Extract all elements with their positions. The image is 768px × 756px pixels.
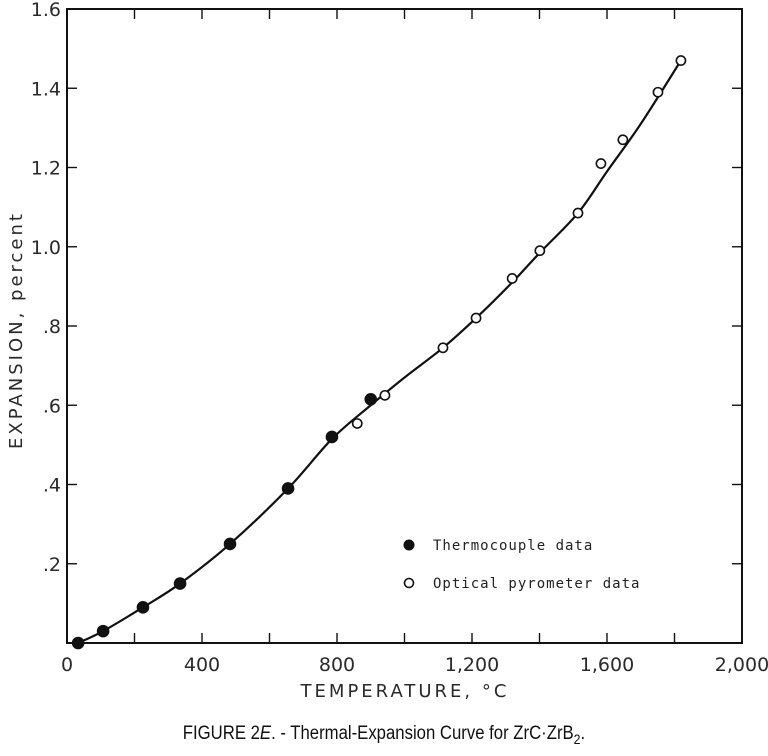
y-tick-label: .2 [43,554,61,576]
y-tick-label: 1.2 [31,158,61,180]
x-tick-label: 800 [319,654,355,676]
y-axis-title: EXPANSION, percent [6,211,27,449]
thermal-expansion-chart: 0 400 800 1,200 1,600 2,000 .2 .4 .6 .8 1.0 1.2 1.4 1… [6,0,768,702]
legend-filled-circle-icon [403,539,415,551]
legend-pyrometer-label: Optical pyrometer data [433,576,640,592]
y-tick-label: 1.4 [31,78,61,100]
caption-prefix: FIGURE 2 [182,723,260,744]
axis-ticks [67,9,742,643]
x-tick-label: 0 [61,654,73,676]
pyrometer-point [379,389,391,401]
x-tick-label: 400 [184,654,220,676]
pyrometer-point [675,55,687,66]
pyrometer-point [470,312,482,324]
y-tick-label: .8 [43,316,61,338]
pyrometer-point [506,273,518,284]
thermocouple-point [136,601,150,614]
pyrometer-point [652,86,664,98]
y-tick-label: 1.0 [31,237,61,259]
legend-thermocouple-label: Thermocouple data [433,538,593,554]
thermocouple-point [71,636,85,650]
caption-suffix: . [580,723,586,744]
thermocouple-point [173,577,187,590]
thermocouple-point [364,393,378,406]
caption-letter: E [259,723,272,744]
pyrometer-point [617,134,629,146]
legend: Thermocouple data Optical pyrometer data [403,538,640,592]
data-markers [71,55,687,650]
pyrometer-point [572,207,584,219]
x-axis-title: TEMPERATURE, °C [300,681,510,702]
thermocouple-point [281,482,295,495]
pyrometer-point [437,342,449,354]
x-tick-label: 2,000 [715,654,768,676]
y-tick-label: 1.6 [31,0,61,21]
pyrometer-point [534,245,546,257]
legend-open-circle-icon [403,577,415,589]
fit-curve-line [77,59,682,644]
x-tick-label: 1,200 [445,654,499,676]
y-tick-label: .6 [43,395,61,417]
thermocouple-point [96,624,110,638]
caption-text: . - Thermal-Expansion Curve for ZrC·ZrB [271,723,574,744]
y-tick-label: .4 [43,475,61,497]
caption-subscript: 2 [573,730,581,747]
thermocouple-point [325,430,339,444]
figure-caption: FIGURE 2E. - Thermal-Expansion Curve for… [46,723,722,747]
pyrometer-point [351,418,363,429]
thermocouple-point [223,537,237,551]
axis-tick-labels: 0 400 800 1,200 1,600 2,000 .2 .4 .6 .8 1.0 1.2 1.4 1… [31,0,768,676]
x-tick-label: 1,600 [580,654,634,676]
pyrometer-point [595,158,607,169]
